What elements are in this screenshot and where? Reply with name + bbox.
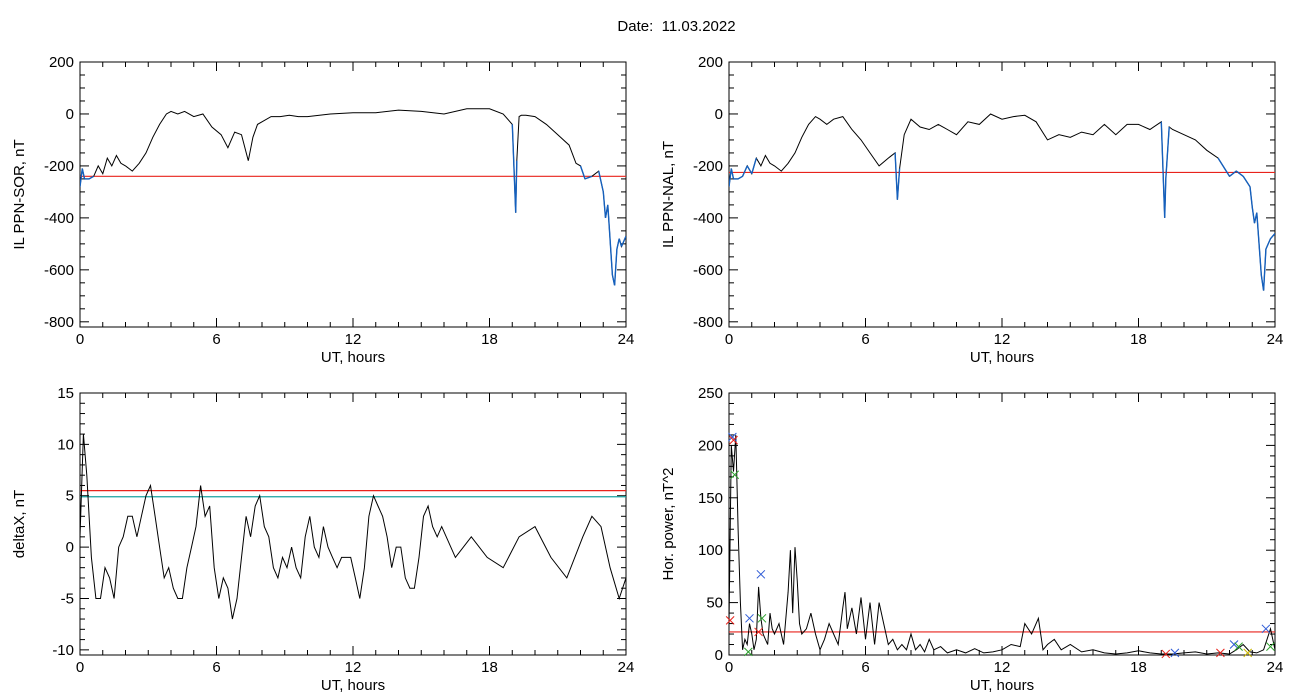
series-line: [729, 434, 1275, 655]
y-tick-label: 0: [715, 647, 723, 664]
series-line: [80, 434, 626, 620]
event-marker: [756, 569, 766, 579]
panel-deltax: 0 6 12 18 24 15 10 5 0 -5 -10 UT, hours deltaX, nT: [11, 385, 634, 694]
event-marker: [745, 613, 754, 623]
y-axis-label: IL PPN-SOR, nT: [11, 139, 28, 249]
y-tick-label: 250: [698, 385, 723, 402]
event-marker: [1243, 648, 1253, 658]
x-tick-label: 0: [725, 331, 733, 348]
event-marker: [1161, 649, 1171, 659]
x-tick-label: 24: [1267, 331, 1284, 348]
x-tick-label: 24: [618, 659, 635, 676]
x-tick-label: 12: [994, 659, 1011, 676]
y-tick-label: -5: [61, 590, 74, 607]
panel-hor-power: 0 6 12 18 24 250 200 150 100 50 0 UT, hours Hor. pow…: [660, 385, 1283, 694]
event-marker: [1229, 640, 1239, 649]
y-tick-label: 200: [49, 54, 74, 71]
x-axis-label: UT, hours: [970, 349, 1034, 366]
y-tick-label: -400: [693, 210, 723, 227]
event-marker: [1261, 624, 1271, 634]
x-tick-label: 6: [212, 659, 220, 676]
event-marker: [728, 432, 737, 442]
y-axis-label: IL PPN-NAL, nT: [660, 141, 677, 248]
series-line-below-threshold: [80, 124, 626, 286]
series-line: [729, 113, 1275, 291]
x-tick-label: 12: [345, 331, 362, 348]
y-tick-label: 10: [57, 436, 74, 453]
y-tick-label: 150: [698, 490, 723, 507]
x-axis-label: UT, hours: [321, 349, 385, 366]
y-tick-label: 0: [715, 106, 723, 123]
y-tick-label: 15: [57, 385, 74, 402]
y-tick-label: -400: [44, 210, 74, 227]
y-tick-label: 50: [706, 595, 723, 612]
y-tick-label: -200: [44, 158, 74, 175]
x-tick-label: 0: [76, 331, 84, 348]
x-tick-label: 18: [481, 659, 498, 676]
y-tick-label: -10: [52, 642, 74, 659]
y-tick-label: 0: [66, 539, 74, 556]
event-marker: [730, 470, 740, 480]
x-tick-label: 18: [1130, 331, 1147, 348]
plot-frame: [79, 392, 627, 656]
y-tick-label: -600: [693, 262, 723, 279]
event-marker: [743, 647, 753, 657]
event-marker: [725, 616, 735, 625]
series-line: [80, 108, 626, 286]
event-marker: [1266, 642, 1275, 651]
x-tick-label: 18: [481, 331, 498, 348]
x-tick-label: 24: [618, 331, 635, 348]
x-tick-label: 12: [994, 331, 1011, 348]
x-tick-label: 6: [212, 331, 220, 348]
y-tick-label: 0: [66, 106, 74, 123]
y-tick-label: 5: [66, 488, 74, 505]
x-tick-label: 0: [725, 659, 733, 676]
y-axis-label: deltaX, nT: [11, 490, 28, 558]
x-tick-label: 18: [1130, 659, 1147, 676]
x-tick-label: 12: [345, 659, 362, 676]
x-axis-label: UT, hours: [970, 677, 1034, 694]
plot-frame: [79, 61, 627, 328]
figure-title: Date: 11.03.2022: [617, 18, 736, 35]
y-tick-label: -200: [693, 158, 723, 175]
series-line-below-threshold: [729, 121, 1275, 291]
y-tick-label: 200: [698, 54, 723, 71]
panel-ppn-nal: 0 6 12 18 24 200 0 -200 -400 -600 -800 UT, hours IL …: [660, 54, 1283, 366]
event-marker: [1216, 648, 1225, 658]
panel-ppn-sor: 0 6 12 18 24 200 0 -200 -400 -600 -800 UT, hours IL …: [11, 54, 634, 366]
plot-frame: [728, 392, 1276, 656]
y-tick-label: -600: [44, 262, 74, 279]
event-marker: [1170, 648, 1180, 658]
x-tick-label: 0: [76, 659, 84, 676]
event-marker: [757, 613, 767, 623]
x-tick-label: 6: [861, 331, 869, 348]
x-tick-label: 24: [1267, 659, 1284, 676]
y-tick-label: -800: [693, 314, 723, 331]
plot-frame: [728, 61, 1276, 328]
y-axis-label: Hor. power, nT^2: [660, 468, 677, 581]
y-tick-label: -800: [44, 314, 74, 331]
event-marker: [1234, 642, 1243, 651]
x-tick-label: 6: [861, 659, 869, 676]
event-marker: [729, 435, 738, 445]
y-tick-label: 100: [698, 542, 723, 559]
x-axis-label: UT, hours: [321, 677, 385, 694]
y-tick-label: 200: [698, 437, 723, 454]
event-marker: [754, 627, 763, 637]
